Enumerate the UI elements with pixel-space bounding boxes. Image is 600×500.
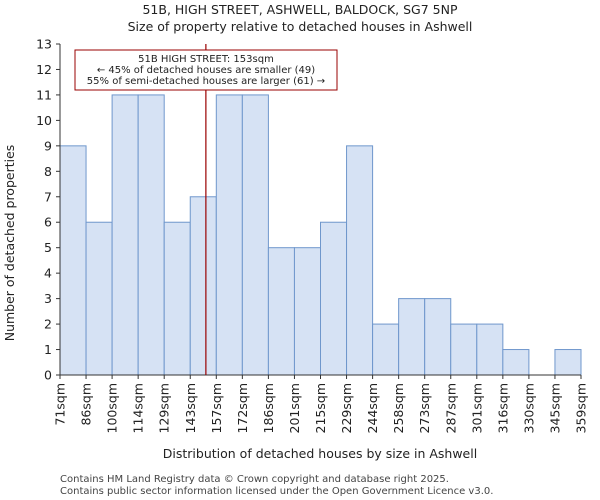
y-tick-label: 10 [36,113,52,128]
bar-100sqm [111,94,139,376]
x-tick-label: 201sqm [287,383,302,433]
x-tick-label: 258sqm [391,383,406,433]
x-tick-label: 114sqm [131,383,146,433]
x-axis-label: Distribution of detached houses by size … [163,446,477,461]
x-tick-labels: 71sqm 86sqm 100sqm 114sqm 129sqm 143sqm 157sqm… [53,375,589,433]
x-tick-label: 287sqm [443,383,458,433]
bar-86sqm [85,221,113,376]
y-tick-label: 2 [44,317,52,332]
y-tick-label: 3 [44,291,52,306]
x-tick-label: 244sqm [365,383,380,433]
bar-172sqm [241,94,269,376]
y-tick-label: 7 [44,189,52,204]
y-tick-label: 8 [44,164,52,179]
x-tick-label: 129sqm [157,383,172,433]
x-tick-label: 186sqm [261,383,276,433]
x-tick-label: 359sqm [574,383,589,433]
bar-287sqm [450,323,478,376]
bar-186sqm [267,247,295,376]
x-tick-label: 172sqm [235,383,250,433]
annotation-line-address: 51B HIGH STREET: 153sqm [138,54,274,65]
x-tick-label: 143sqm [183,383,198,433]
x-tick-label: 157sqm [209,383,224,433]
bar-258sqm [398,298,426,376]
y-tick-label: 6 [44,215,52,230]
bar-114sqm [137,94,165,376]
x-tick-label: 316sqm [495,383,510,433]
property-annotation: 51B HIGH STREET: 153sqm ← 45% of detache… [74,49,338,91]
bar-229sqm [346,145,374,376]
bar-71sqm [59,145,87,376]
y-axis-label: Number of detached properties [2,145,17,342]
bar-201sqm [293,247,322,376]
chart-title: 51B, HIGH STREET, ASHWELL, BALDOCK, SG7 … [142,2,458,17]
x-tick-label: 330sqm [521,383,536,433]
footer-line-licence: Contains public sector information licen… [60,486,493,497]
annotation-line-larger: 55% of semi-detached houses are larger (… [87,76,325,87]
annotation-box [74,49,338,91]
bar-157sqm [215,94,243,376]
bar-301sqm [476,323,504,376]
x-tick-label: 345sqm [547,383,562,433]
x-tick-label: 229sqm [339,383,354,433]
y-tick-label: 13 [36,37,52,52]
y-tick-label: 1 [44,342,52,357]
x-tick-label: 215sqm [313,383,328,433]
bar-345sqm [554,349,582,376]
y-tick-label: 11 [36,87,52,102]
y-tick-label: 12 [36,62,52,77]
y-tick-label: 9 [44,138,52,153]
chart-subtitle: Size of property relative to detached ho… [128,19,473,34]
bar-129sqm [163,221,191,376]
y-tick-label: 0 [44,368,52,383]
x-tick-label: 100sqm [105,383,120,433]
footer-line-land-registry: Contains HM Land Registry data © Crown c… [60,474,449,485]
bar-215sqm [320,221,348,376]
x-tick-label: 71sqm [53,383,68,426]
bars-group [59,94,582,376]
x-tick-label: 273sqm [417,383,432,433]
bar-316sqm [502,349,530,376]
y-tick-label: 5 [44,240,52,255]
x-tick-label: 301sqm [469,383,484,433]
bar-143sqm [189,196,217,376]
bar-244sqm [372,323,400,376]
x-tick-label: 86sqm [79,383,94,426]
bar-273sqm [424,298,452,376]
y-tick-label: 4 [44,266,52,281]
annotation-line-smaller: ← 45% of detached houses are smaller (49… [97,65,315,76]
